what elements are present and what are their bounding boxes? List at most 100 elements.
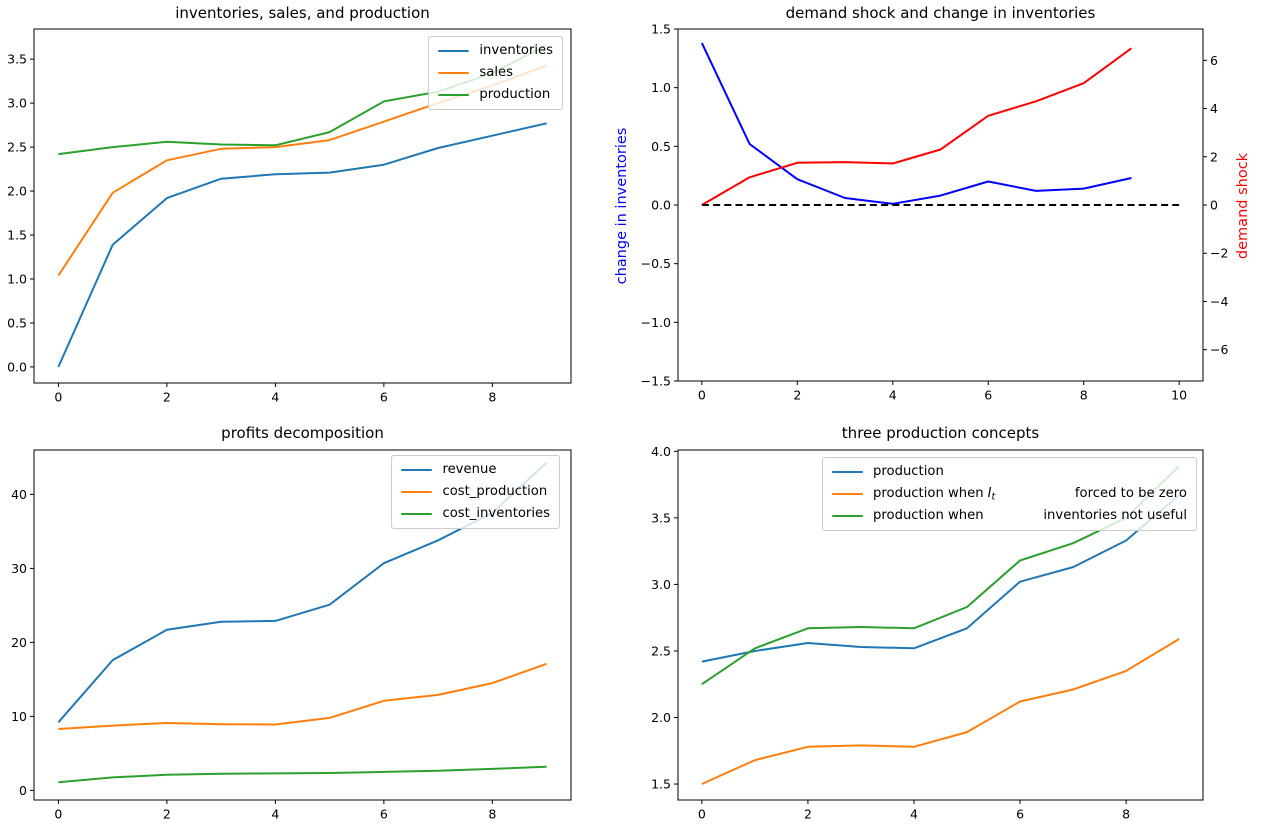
legend-entry-revenue: revenue — [401, 459, 550, 481]
line-cost_production — [58, 662, 547, 730]
y-tick-label: −1.0 — [641, 315, 671, 330]
x-tick-label: 10 — [1171, 388, 1187, 403]
legend-entry-production: production — [438, 84, 553, 106]
line-cost_inventories — [58, 765, 547, 784]
legend-entry-inventories: inventories — [438, 40, 553, 62]
legend-label-text: cost_inventories — [442, 506, 550, 521]
legend-label-text: t — [991, 490, 996, 502]
x-tick-label: 0 — [698, 388, 706, 403]
line-production — [701, 494, 1180, 663]
x-tick-label: 4 — [271, 807, 279, 822]
legend-label-text: inventories — [479, 43, 553, 58]
legend-label-text: production — [479, 87, 551, 102]
legend-label-text: production when — [873, 485, 984, 501]
axes-spines — [33, 449, 572, 801]
line-demand-shock — [701, 47, 1132, 206]
x-tick-label: 0 — [54, 390, 62, 405]
y-tick-label: 2.5 — [651, 643, 671, 658]
y-axis-label-demand-shock: demand shock — [1235, 152, 1251, 260]
y-tick-label: 3.0 — [7, 96, 27, 111]
legend-label: production — [873, 461, 944, 483]
legend-entry-production-when-inventories-not-useful: production when inventories not useful — [832, 505, 1187, 527]
legend-label-text: I — [987, 485, 992, 501]
y-tick-label: 2.0 — [651, 710, 671, 725]
y-tick-label: 10 — [11, 709, 27, 724]
legend-label-text: inventories not useful — [1043, 508, 1187, 523]
y-right-tick-label: −6 — [1210, 342, 1228, 357]
line-production-when-It-forced-to-be-zero — [701, 638, 1180, 785]
x-tick-label: 6 — [1016, 807, 1024, 822]
y-right-tick-label: 0 — [1210, 198, 1218, 213]
subplot-title-profits-decomposition: profits decomposition — [221, 424, 384, 442]
legend-profits-decomposition: revenue cost_production cost_inventories — [391, 455, 560, 529]
x-tick-label: 8 — [1080, 388, 1088, 403]
y-tick-label: 0.5 — [7, 315, 27, 330]
axes-spines — [33, 28, 572, 384]
y-tick-label: 3.5 — [651, 510, 671, 525]
y-tick-label: −1.5 — [641, 374, 671, 389]
legend-label-text: cost_production — [442, 484, 548, 499]
legend-line-swatch — [832, 514, 863, 518]
legend-label: cost_inventories — [442, 503, 550, 525]
x-tick-label: 0 — [54, 807, 62, 822]
y-axis-label-change-in-inventories: change in inventories — [614, 127, 630, 285]
x-tick-label: 8 — [1122, 807, 1130, 822]
line-change-in-inventories — [700, 42, 1132, 205]
subplot-title-three-production-concepts: three production concepts — [841, 424, 1040, 442]
y-tick-label: 2.5 — [7, 140, 27, 155]
legend-entry-sales: sales — [438, 62, 553, 84]
x-tick-label: 6 — [380, 807, 388, 822]
line-inventories — [57, 122, 547, 368]
legend-label: cost_production — [442, 481, 547, 503]
x-tick-label: 4 — [889, 388, 897, 403]
x-tick-label: 2 — [163, 807, 171, 822]
x-tick-label: 8 — [488, 390, 496, 405]
y-tick-label: 1.5 — [651, 22, 671, 37]
y-tick-label: 1.0 — [651, 80, 671, 95]
subplot-title-demand-shock: demand shock and change in inventories — [785, 4, 1096, 22]
y-tick-label: 1.0 — [7, 271, 27, 286]
y-tick-label: 30 — [11, 561, 27, 576]
y-tick-label: 3.0 — [651, 577, 671, 592]
x-tick-label: 4 — [271, 390, 279, 405]
legend-entry-cost_inventories: cost_inventories — [401, 503, 550, 525]
y-tick-label: 20 — [11, 635, 27, 650]
y-tick-label: 0.5 — [651, 139, 671, 154]
legend-line-swatch — [401, 468, 433, 472]
x-tick-label: 2 — [804, 807, 812, 822]
x-tick-label: 2 — [793, 388, 801, 403]
y-tick-label: 0.0 — [651, 198, 671, 213]
legend-label: revenue — [442, 459, 496, 481]
x-tick-label: 6 — [380, 390, 388, 405]
legend-line-swatch — [438, 93, 470, 97]
legend-line-swatch — [438, 71, 470, 75]
legend-label: production when — [873, 505, 984, 527]
y-right-tick-label: 2 — [1210, 149, 1218, 164]
legend-inventories-sales-production: inventories sales production — [428, 36, 563, 110]
legend-label-right: forced to be zero — [1057, 483, 1187, 505]
legend-label-text: production — [873, 464, 944, 479]
axes-spines — [677, 449, 1204, 801]
legend-label-text: production when — [873, 508, 984, 523]
y-right-tick-label: 4 — [1210, 101, 1218, 116]
legend-line-swatch — [401, 490, 433, 494]
legend-line-swatch — [438, 49, 470, 53]
legend-label: sales — [479, 62, 513, 84]
y-tick-label: 0.0 — [7, 359, 27, 374]
x-tick-label: 0 — [698, 807, 706, 822]
y-tick-label: 0 — [19, 783, 27, 798]
y-right-tick-label: −4 — [1210, 294, 1228, 309]
legend-label: inventories — [479, 40, 553, 62]
y-tick-label: −0.5 — [641, 256, 671, 271]
x-tick-label: 2 — [163, 390, 171, 405]
y-tick-label: 2.0 — [7, 184, 27, 199]
x-tick-label: 8 — [488, 807, 496, 822]
y-right-tick-label: 6 — [1210, 53, 1218, 68]
legend-label-text: revenue — [442, 462, 497, 477]
legend-label: production — [479, 84, 550, 106]
y-tick-label: 3.5 — [7, 52, 27, 67]
